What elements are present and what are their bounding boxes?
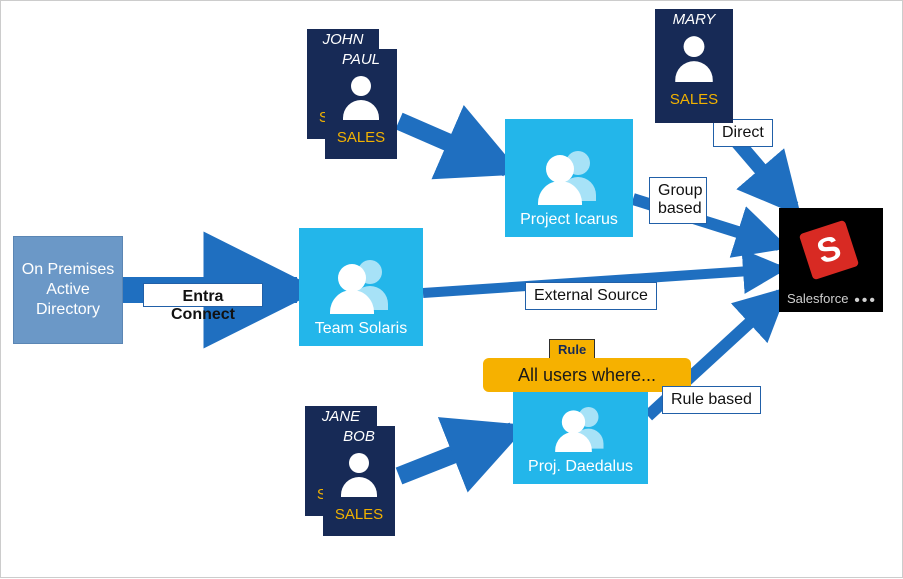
arrow-bob-to-daedalus	[399, 431, 513, 476]
external-source-label: External Source	[525, 282, 657, 310]
group-project-icarus: Project Icarus	[505, 119, 633, 237]
user-name: JOHN	[307, 29, 379, 48]
user-name: MARY	[655, 9, 733, 28]
rule-based-label: Rule based	[662, 386, 761, 414]
app-label: Salesforce	[787, 291, 848, 306]
group-proj-daedalus: Proj. Daedalus	[513, 384, 648, 484]
direct-label: Direct	[713, 119, 773, 147]
person-icon	[337, 449, 381, 497]
group-icon	[530, 145, 608, 205]
rule-body: All users where...	[483, 358, 691, 392]
user-name: JANE	[305, 406, 377, 425]
arrows-layer	[1, 1, 903, 579]
person-icon	[339, 72, 383, 120]
user-dept: SALES	[325, 127, 397, 150]
app-ellipsis-icon: •••	[854, 292, 877, 310]
user-card-paul: PAUL SALES	[325, 49, 397, 159]
person-icon	[671, 32, 717, 82]
user-name: PAUL	[325, 49, 397, 68]
group-based-label: Group based	[649, 177, 707, 224]
onprem-ad-text: On Premises Active Directory	[14, 260, 122, 320]
entra-connect-label: Entra Connect	[143, 283, 263, 307]
app-salesforce-tile: S Salesforce •••	[779, 208, 883, 312]
group-label: Proj. Daedalus	[528, 452, 633, 484]
group-icon	[546, 402, 616, 452]
user-name: BOB	[323, 426, 395, 445]
user-dept: SALES	[323, 504, 395, 527]
onprem-ad-box: On Premises Active Directory	[13, 236, 123, 344]
salesforce-logo-icon: S	[799, 220, 859, 280]
user-dept: SALES	[655, 89, 733, 112]
group-label: Team Solaris	[315, 314, 407, 346]
user-card-bob: BOB SALES	[323, 426, 395, 536]
group-icon	[322, 254, 400, 314]
rule-tag: Rule	[549, 339, 595, 360]
group-label: Project Icarus	[520, 205, 618, 237]
user-card-mary: MARY SALES	[655, 9, 733, 123]
arrow-paul-to-icarus	[399, 121, 507, 168]
group-team-solaris: Team Solaris	[299, 228, 423, 346]
